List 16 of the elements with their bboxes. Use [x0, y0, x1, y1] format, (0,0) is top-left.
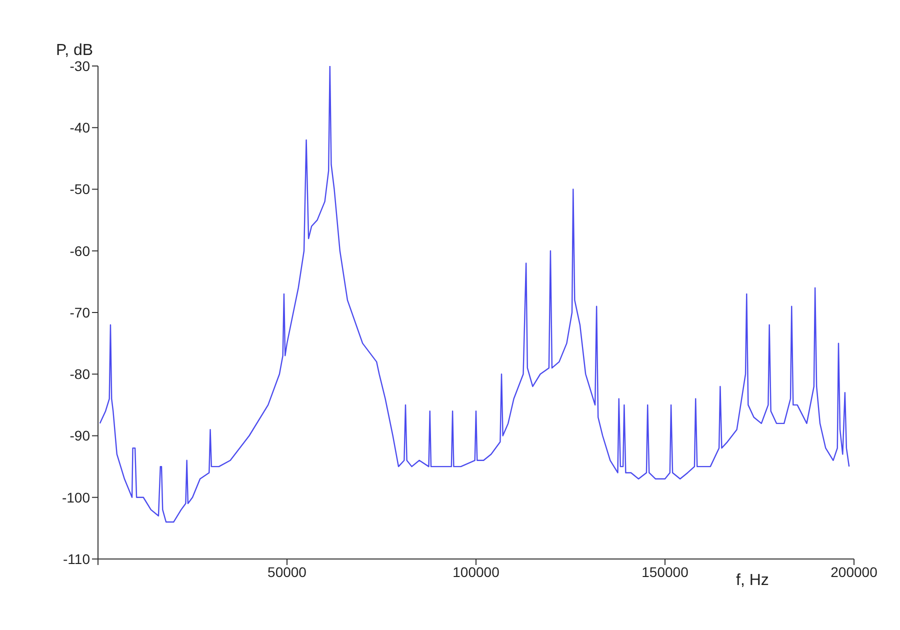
x-tick-label: 200000: [830, 564, 878, 580]
y-tick-label: -90: [70, 428, 90, 444]
y-tick-label: -80: [70, 366, 90, 382]
x-tick-label: 150000: [642, 564, 689, 580]
line-series: [99, 66, 850, 523]
x-axis-title: f, Hz: [736, 572, 769, 590]
x-tick-label: 50000: [268, 564, 307, 580]
y-tick-label: -40: [70, 120, 90, 136]
x-tick-label: 100000: [452, 564, 500, 580]
y-tick-label: -70: [70, 304, 90, 320]
y-tick-label: -60: [70, 242, 90, 259]
y-tick-label: -30: [70, 58, 90, 74]
y-tick-label: -110: [63, 550, 90, 567]
y-tick-label: -50: [70, 181, 90, 198]
y-tick-label: -100: [62, 489, 90, 506]
y-axis-title: P, dB: [56, 42, 94, 60]
